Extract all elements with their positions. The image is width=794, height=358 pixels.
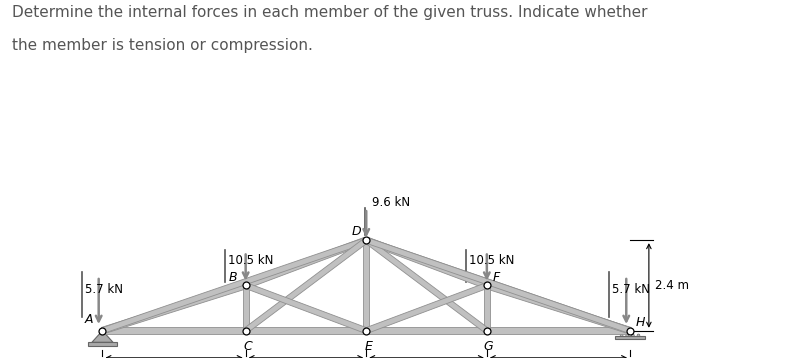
Polygon shape xyxy=(484,285,490,331)
Text: 10.5 kN: 10.5 kN xyxy=(228,255,273,267)
Polygon shape xyxy=(102,237,367,333)
Text: Determine the internal forces in each member of the given truss. Indicate whethe: Determine the internal forces in each me… xyxy=(12,5,647,20)
Circle shape xyxy=(620,334,623,337)
Polygon shape xyxy=(365,237,631,333)
Text: F: F xyxy=(492,271,499,284)
Circle shape xyxy=(626,334,629,337)
Polygon shape xyxy=(486,282,631,334)
Polygon shape xyxy=(365,283,488,333)
Text: 9.6 kN: 9.6 kN xyxy=(372,196,410,209)
Polygon shape xyxy=(102,282,247,334)
Polygon shape xyxy=(245,283,368,333)
Text: A: A xyxy=(84,313,93,326)
Text: E: E xyxy=(364,340,372,353)
Text: 5.7 kN: 5.7 kN xyxy=(612,283,650,296)
Text: G: G xyxy=(484,340,494,353)
Polygon shape xyxy=(365,237,488,289)
Polygon shape xyxy=(364,240,369,331)
Text: 5.7 kN: 5.7 kN xyxy=(85,283,123,296)
Polygon shape xyxy=(364,238,488,333)
Bar xyxy=(87,342,118,346)
Text: C: C xyxy=(243,340,252,353)
Text: 2.4 m: 2.4 m xyxy=(654,279,688,292)
Text: B: B xyxy=(229,271,237,284)
Bar xyxy=(615,336,645,339)
Polygon shape xyxy=(92,331,113,342)
Polygon shape xyxy=(245,237,368,289)
Circle shape xyxy=(631,334,634,337)
Text: 10.5 kN: 10.5 kN xyxy=(469,255,515,267)
Circle shape xyxy=(637,334,640,337)
Text: the member is tension or compression.: the member is tension or compression. xyxy=(12,38,313,53)
Text: H: H xyxy=(636,316,645,329)
Polygon shape xyxy=(244,238,368,333)
Polygon shape xyxy=(365,237,631,333)
Text: D: D xyxy=(352,225,362,238)
Polygon shape xyxy=(102,327,630,334)
Polygon shape xyxy=(243,285,249,331)
